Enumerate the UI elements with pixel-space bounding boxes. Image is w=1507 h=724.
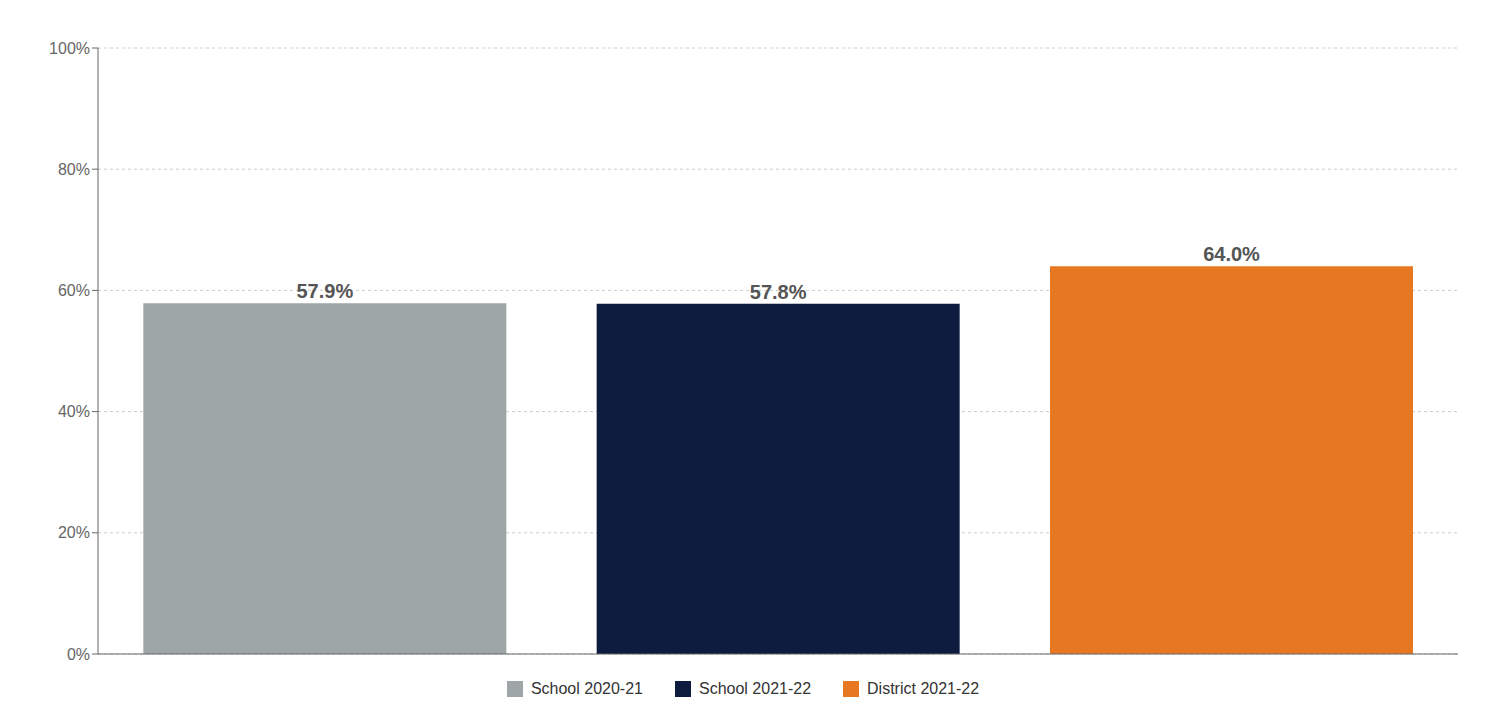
svg-text:64.0%: 64.0% (1203, 243, 1260, 265)
svg-text:0%: 0% (67, 646, 90, 663)
html-text:School 2020-21: School 2020-21 (530, 680, 643, 697)
svg-text:20%: 20% (58, 524, 90, 541)
svg-text:57.9%: 57.9% (296, 280, 353, 302)
svg-text:100%: 100% (49, 40, 90, 57)
svg-text:40%: 40% (58, 403, 90, 420)
html-text:District 2021-22: District 2021-22 (867, 680, 980, 697)
svg-text:57.8%: 57.8% (750, 281, 807, 303)
svg-text:80%: 80% (58, 161, 90, 178)
svg-text:60%: 60% (58, 282, 90, 299)
html-text:School 2021-22: School 2021-22 (699, 680, 812, 697)
